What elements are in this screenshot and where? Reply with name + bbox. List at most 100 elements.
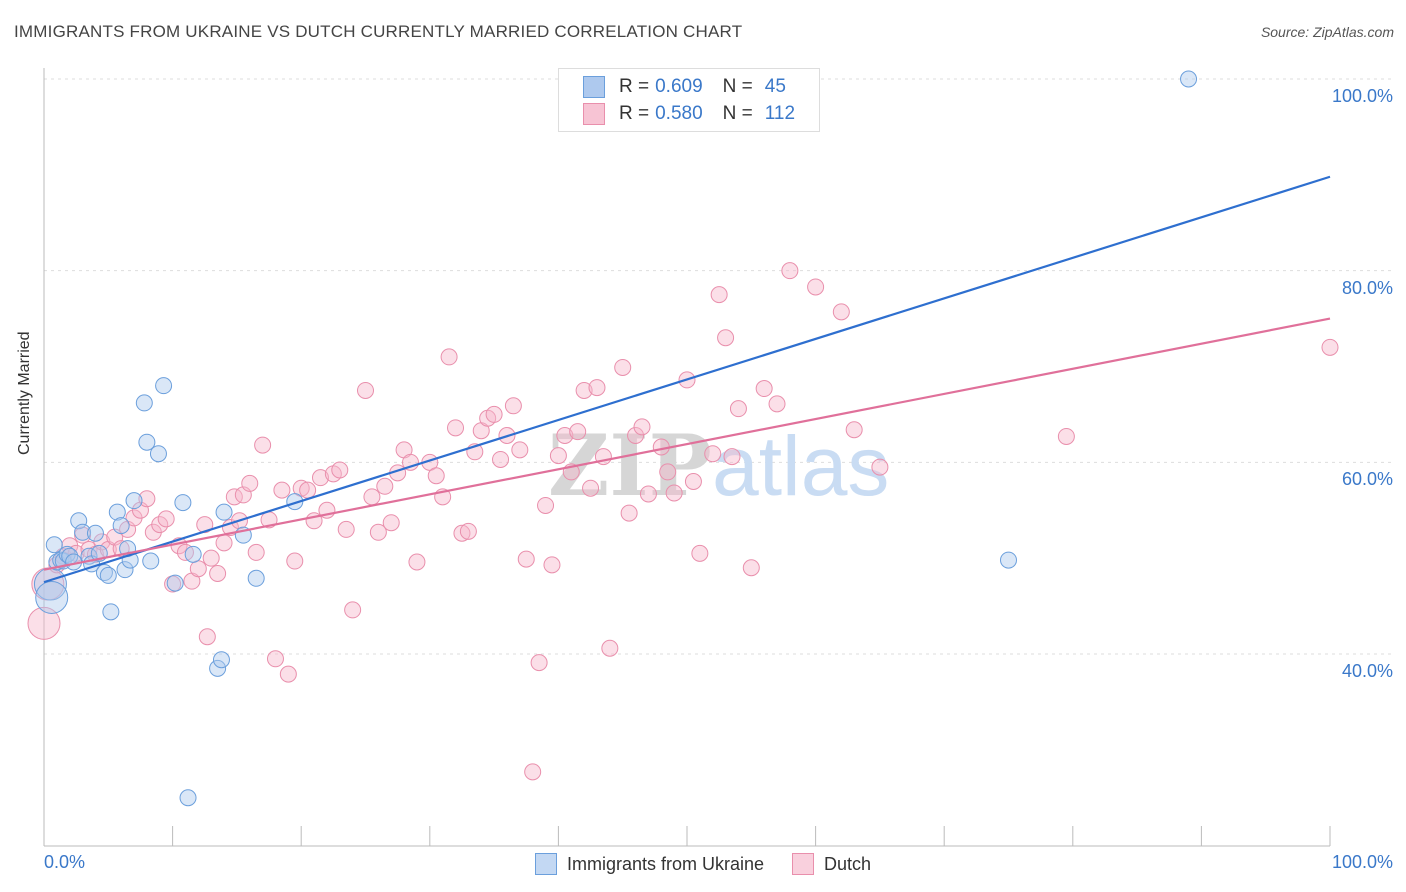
dutch-point xyxy=(447,419,465,437)
dutch-point xyxy=(440,348,458,366)
dutch-point xyxy=(427,467,445,485)
dutch-point xyxy=(363,488,381,506)
dutch-point xyxy=(382,514,400,532)
dutch-point xyxy=(845,421,863,439)
ukraine-point xyxy=(116,561,134,579)
gridlines xyxy=(44,78,1393,655)
dutch-point xyxy=(807,278,825,296)
dutch-point xyxy=(357,381,374,399)
dutch-point xyxy=(710,286,728,304)
ukraine-point xyxy=(135,394,153,412)
ukraine-point xyxy=(125,492,143,510)
dutch-point xyxy=(588,379,606,397)
legend-r-label: R = xyxy=(619,76,650,97)
y-tick-label: 60.0% xyxy=(1341,469,1393,490)
legend-row-dutch: R = 0.580 N = 112 xyxy=(583,101,795,127)
ukraine-point xyxy=(102,603,120,621)
ukraine-point xyxy=(209,659,227,677)
ukraine-point xyxy=(149,445,167,463)
dutch-point xyxy=(627,427,645,444)
legend-label-dutch: Dutch xyxy=(824,853,872,874)
ukraine-trend-line xyxy=(43,175,1331,584)
dutch-point xyxy=(704,445,722,463)
legend-r-value-dutch: 0.580 xyxy=(655,103,703,124)
x-tick-label-max: 100.0% xyxy=(1331,852,1393,872)
dutch-point xyxy=(376,477,394,495)
dutch-point xyxy=(582,479,600,497)
dutch-point xyxy=(543,556,561,574)
dutch-point xyxy=(569,423,587,441)
ukraine-point xyxy=(142,552,160,570)
dutch-point xyxy=(279,665,297,683)
dutch-point xyxy=(511,441,529,459)
dutch-point xyxy=(1321,338,1339,356)
dutch-point xyxy=(549,447,567,465)
legend-n-label: N = xyxy=(722,103,753,124)
ukraine-point xyxy=(174,494,192,512)
ukraine-point xyxy=(212,651,230,669)
dutch-point xyxy=(344,601,362,619)
dutch-point xyxy=(337,520,355,538)
y-tick-label: 80.0% xyxy=(1341,277,1393,298)
dutch-point xyxy=(138,490,156,508)
legend-item-ukraine[interactable]: Immigrants from Ukraine xyxy=(534,853,764,875)
dutch-point xyxy=(659,463,677,481)
legend-n-value-dutch: 112 xyxy=(764,103,796,124)
ukraine-point xyxy=(1180,70,1198,88)
dutch-point xyxy=(209,565,227,582)
dutch-point xyxy=(27,606,61,640)
dutch-point xyxy=(504,397,522,415)
legend-r-value-ukraine: 0.609 xyxy=(655,76,703,97)
dutch-point xyxy=(215,534,233,552)
legend-item-dutch[interactable]: Dutch xyxy=(792,853,871,875)
dutch-point xyxy=(633,418,651,436)
ukraine-point xyxy=(138,433,156,451)
dutch-point xyxy=(620,504,638,522)
dutch-point xyxy=(247,543,265,561)
dutch-point xyxy=(742,559,760,577)
dutch-point xyxy=(575,381,593,399)
dutch-point xyxy=(196,516,214,534)
dutch-point xyxy=(189,560,207,578)
dutch-points xyxy=(27,262,1339,781)
dutch-point xyxy=(729,400,747,418)
dutch-point xyxy=(556,427,574,444)
legend-label-ukraine: Immigrants from Ukraine xyxy=(566,853,764,874)
dutch-point xyxy=(755,380,773,398)
dutch-point xyxy=(614,358,632,376)
ukraine-point xyxy=(179,789,197,807)
dutch-point xyxy=(254,436,272,454)
ukraine-point xyxy=(74,523,92,541)
dutch-point xyxy=(1057,427,1075,445)
ukraine-point xyxy=(1000,551,1017,569)
dutch-point xyxy=(717,329,735,347)
ukraine-point xyxy=(155,377,173,395)
ukraine-point xyxy=(45,536,63,554)
dutch-point xyxy=(537,496,555,514)
ukraine-point xyxy=(215,503,233,521)
dutch-point xyxy=(331,461,349,479)
dutch-point xyxy=(485,405,503,423)
dutch-point xyxy=(665,484,683,502)
dutch-point xyxy=(530,654,548,672)
dutch-point xyxy=(723,448,741,466)
chart-title: IMMIGRANTS FROM UKRAINE VS DUTCH CURRENT… xyxy=(14,22,743,41)
dutch-point xyxy=(198,628,216,646)
ukraine-point xyxy=(247,569,265,587)
dutch-point xyxy=(639,485,657,503)
trend-lines xyxy=(43,175,1331,584)
dutch-point xyxy=(832,303,850,321)
dutch-point xyxy=(684,473,702,490)
dutch-point xyxy=(601,639,619,657)
y-tick-label: 40.0% xyxy=(1341,661,1393,681)
axes xyxy=(43,68,1331,847)
dutch-point xyxy=(286,552,304,570)
dutch-point xyxy=(781,262,799,280)
dutch-point xyxy=(768,395,786,413)
dutch-point xyxy=(691,544,709,562)
ukraine-point xyxy=(166,574,184,592)
dutch-point xyxy=(112,540,130,558)
dutch-point xyxy=(299,481,317,499)
dutch-point xyxy=(453,524,471,542)
